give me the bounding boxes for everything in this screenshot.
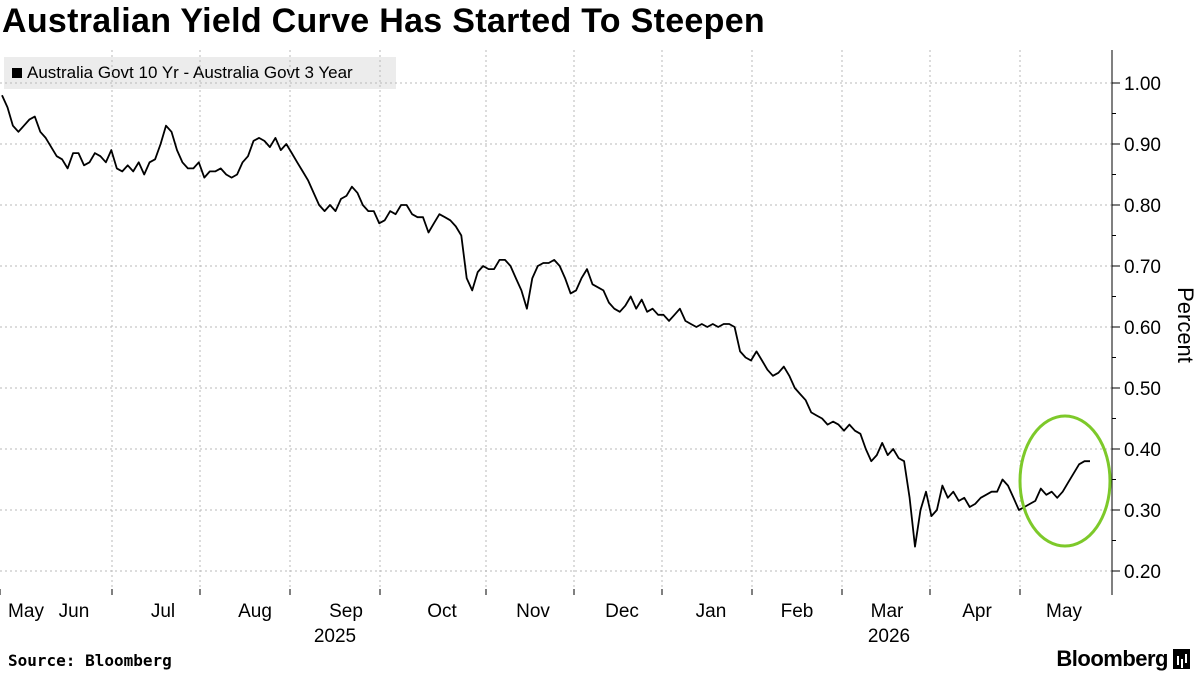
y-tick-label: 0.50 (1124, 379, 1161, 400)
y-tick-label: 0.70 (1124, 257, 1161, 278)
x-tick-label: Mar (871, 601, 904, 622)
series-line (1, 94, 1090, 548)
legend-swatch (12, 68, 22, 78)
highlight-circle (1018, 414, 1112, 548)
y-tick-label: 0.20 (1124, 562, 1161, 583)
x-tick-label: Jul (151, 601, 175, 622)
chart-title: Australian Yield Curve Has Started To St… (2, 2, 765, 40)
x-tick-label: Apr (962, 601, 992, 622)
x-tick-label: Jan (696, 601, 727, 622)
y-tick-label: 0.30 (1124, 501, 1161, 522)
brand-name: Bloomberg (1056, 646, 1168, 671)
y-tick-label: 0.80 (1124, 196, 1161, 217)
x-tick-label: Sep (329, 601, 363, 622)
x-tick-label: May (8, 601, 44, 622)
x-year-label: 2026 (868, 626, 910, 647)
x-tick-label: Oct (427, 601, 457, 622)
bloomberg-logo: Bloomberg (1056, 646, 1190, 672)
source-note: Source: Bloomberg (8, 651, 172, 670)
y-tick-label: 1.00 (1124, 74, 1161, 95)
x-year-label: 2025 (314, 626, 356, 647)
x-tick-label: Feb (781, 601, 814, 622)
y-tick-label: 0.40 (1124, 440, 1161, 461)
x-tick-label: Jun (59, 601, 90, 622)
y-axis-label: Percent (1173, 287, 1198, 363)
x-tick-label: Dec (605, 601, 639, 622)
y-tick-label: 0.60 (1124, 318, 1161, 339)
y-tick-label: 0.90 (1124, 135, 1161, 156)
x-tick-label: Aug (238, 601, 272, 622)
legend: Australia Govt 10 Yr - Australia Govt 3 … (4, 57, 396, 89)
bloomberg-mark-icon (1173, 649, 1190, 669)
x-tick-label: Nov (516, 601, 550, 622)
legend-label: Australia Govt 10 Yr - Australia Govt 3 … (27, 63, 353, 82)
x-tick-label: May (1046, 601, 1082, 622)
